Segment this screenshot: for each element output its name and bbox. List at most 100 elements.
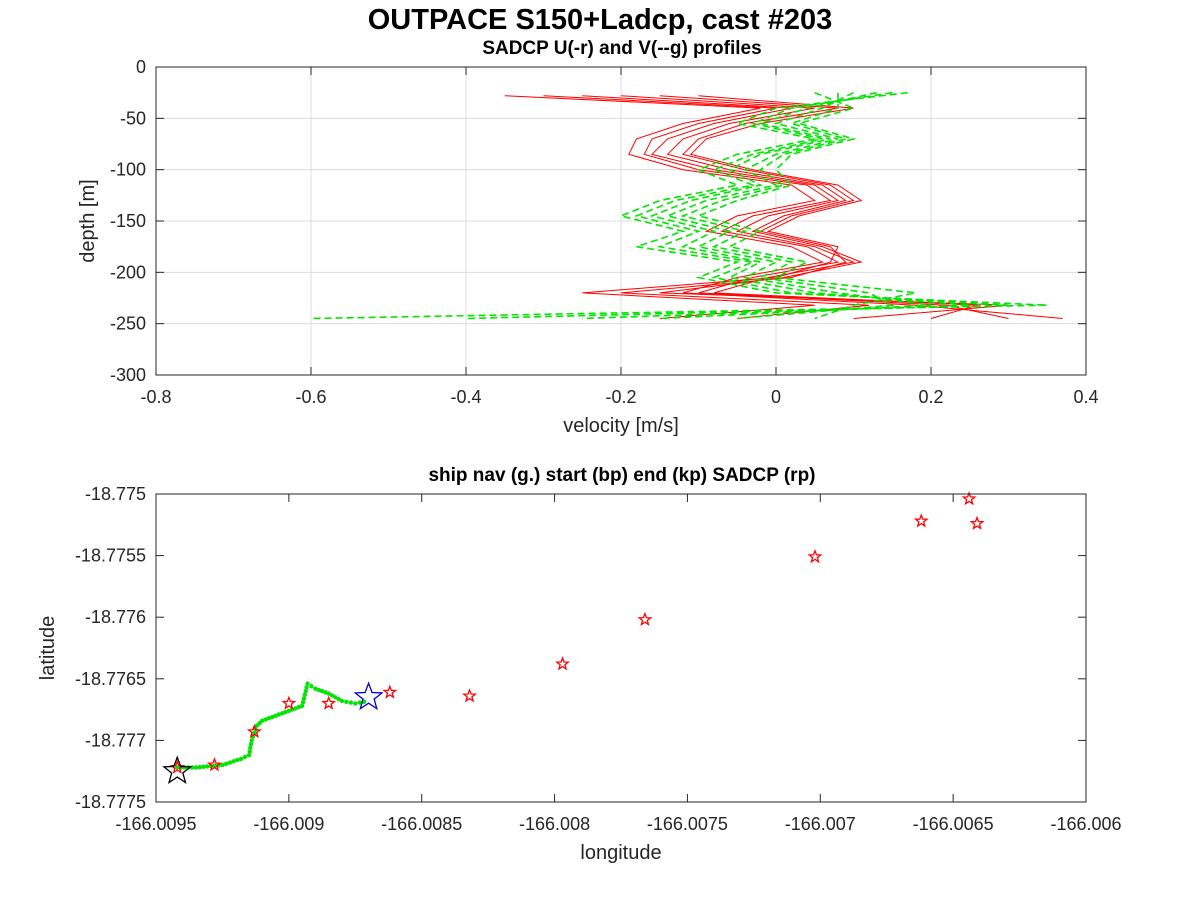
- v-profile-line: [310, 91, 1048, 320]
- velocity-profile-chart: SADCP U(-r) and V(--g) profiles -0.8 -0.6…: [77, 38, 1099, 437]
- nav-chart-title: ship nav (g.) start (bp) end (kp) SADCP …: [428, 465, 815, 486]
- ship-nav-point: [357, 700, 362, 705]
- ship-nav-point: [336, 696, 341, 702]
- ship-nav-point: [299, 703, 305, 709]
- ship-nav-point: [353, 701, 358, 706]
- velocity-y-tick-label: 0: [136, 57, 146, 77]
- ship-nav-point: [201, 764, 206, 769]
- ship-nav-point: [205, 764, 210, 769]
- v-profile-line: [465, 91, 1009, 320]
- figure-title: OUTPACE S150+Ladcp, cast #203: [368, 4, 832, 36]
- ship-nav-point: [344, 699, 349, 704]
- ship-nav-point: [197, 765, 202, 770]
- velocity-x-tick-label: -0.8: [140, 387, 171, 407]
- nav-ticks: -166.0095 -166.009 -166.0085 -166.008 -166.0…: [75, 484, 1122, 834]
- v-profile-line: [695, 91, 916, 320]
- sadcp-point: [462, 688, 478, 703]
- ship-nav-point: [212, 763, 217, 768]
- ship-nav-point: [300, 700, 306, 705]
- u-profile-line: [582, 95, 863, 319]
- nav-x-tick-label: -166.008: [519, 814, 590, 834]
- ship-nav-point: [316, 687, 321, 693]
- velocity-x-label: velocity [m/s]: [563, 415, 679, 437]
- ship-nav-point: [248, 745, 253, 750]
- velocity-y-tick-label: -50: [120, 108, 146, 128]
- ship-nav-point: [175, 765, 180, 770]
- ship-nav-chart: ship nav (g.) start (bp) end (kp) SADCP …: [37, 465, 1122, 864]
- ship-nav-point: [247, 749, 252, 754]
- nav-y-tick-label: -18.775: [85, 484, 146, 504]
- ship-nav-point: [290, 707, 295, 712]
- ship-nav-point: [303, 688, 308, 694]
- ship-nav-point: [305, 681, 310, 686]
- velocity-series: [310, 91, 1063, 320]
- u-profile-line: [620, 95, 870, 319]
- velocity-x-tick-label: 0.2: [918, 387, 943, 407]
- nav-y-label: latitude: [37, 616, 59, 681]
- sadcp-point: [961, 491, 977, 506]
- nav-series: [162, 491, 985, 785]
- velocity-y-label: depth [m]: [77, 179, 99, 262]
- v-profile-line: [680, 92, 896, 320]
- nav-y-tick-label: -18.7755: [75, 546, 146, 566]
- ship-nav-point: [238, 756, 244, 762]
- velocity-y-tick-label: -150: [110, 211, 146, 231]
- ship-nav-point: [326, 691, 331, 696]
- ship-nav-point: [296, 704, 301, 710]
- ship-nav-point: [280, 711, 285, 716]
- sadcp-point: [555, 656, 571, 671]
- ship-nav-point: [242, 754, 248, 760]
- nav-x-tick-label: -166.0065: [913, 814, 994, 834]
- velocity-y-tick-label: -300: [110, 365, 146, 385]
- nav-x-label: longitude: [580, 842, 661, 864]
- ship-nav-point: [309, 684, 314, 689]
- sadcp-point: [807, 548, 823, 564]
- ship-nav-point: [248, 741, 254, 747]
- velocity-x-tick-label: -0.6: [295, 387, 326, 407]
- ship-nav-point: [293, 706, 298, 711]
- sadcp-point: [246, 723, 262, 739]
- ship-nav-point: [246, 753, 252, 758]
- ship-nav-point: [313, 686, 318, 691]
- ship-nav-point: [260, 718, 265, 723]
- ship-nav-point: [227, 760, 233, 765]
- ship-nav-point: [263, 717, 268, 722]
- velocity-y-tick-label: -250: [110, 314, 146, 334]
- ship-nav-point: [270, 714, 275, 720]
- sadcp-point: [637, 611, 653, 627]
- velocity-y-tick-label: -100: [110, 160, 146, 180]
- nav-y-tick-label: -18.7775: [75, 792, 146, 812]
- ship-nav-point: [348, 700, 354, 705]
- ship-nav-point: [266, 716, 272, 721]
- nav-y-tick-label: -18.7765: [75, 669, 146, 689]
- sadcp-point: [382, 684, 398, 699]
- ship-nav-point: [252, 730, 257, 736]
- ship-nav-point: [223, 761, 229, 766]
- velocity-chart-title: SADCP U(-r) and V(--g) profiles: [482, 38, 761, 59]
- sadcp-point: [169, 759, 185, 774]
- ship-nav-point: [329, 693, 335, 698]
- nav-axes-box: [155, 493, 1087, 803]
- ship-nav-point: [323, 690, 328, 695]
- ship-nav-point: [220, 762, 225, 768]
- sadcp-point: [913, 513, 929, 528]
- ship-nav-point: [273, 713, 278, 718]
- velocity-grid: [156, 67, 1086, 375]
- ship-nav-point: [304, 685, 309, 690]
- nav-x-tick-label: -166.007: [785, 814, 856, 834]
- ship-nav-point: [339, 698, 345, 704]
- nav-y-tick-label: -18.777: [85, 730, 146, 750]
- velocity-x-tick-label: -0.4: [450, 387, 481, 407]
- ship-nav-point: [319, 688, 325, 694]
- ship-nav-point: [249, 738, 254, 743]
- velocity-x-tick-label: -0.2: [605, 387, 636, 407]
- ship-nav-point: [235, 757, 240, 763]
- nav-x-tick-label: -166.009: [253, 814, 324, 834]
- sadcp-point: [281, 695, 297, 710]
- ship-nav-point: [301, 696, 307, 701]
- velocity-ticks: -0.8 -0.6 -0.4 -0.2 0 0.2 0.4 0 -50 -100 -150 -200 -…: [110, 57, 1099, 407]
- nav-x-tick-label: -166.006: [1050, 814, 1121, 834]
- nav-y-tick-label: -18.776: [85, 607, 146, 627]
- ship-nav-point: [231, 759, 236, 764]
